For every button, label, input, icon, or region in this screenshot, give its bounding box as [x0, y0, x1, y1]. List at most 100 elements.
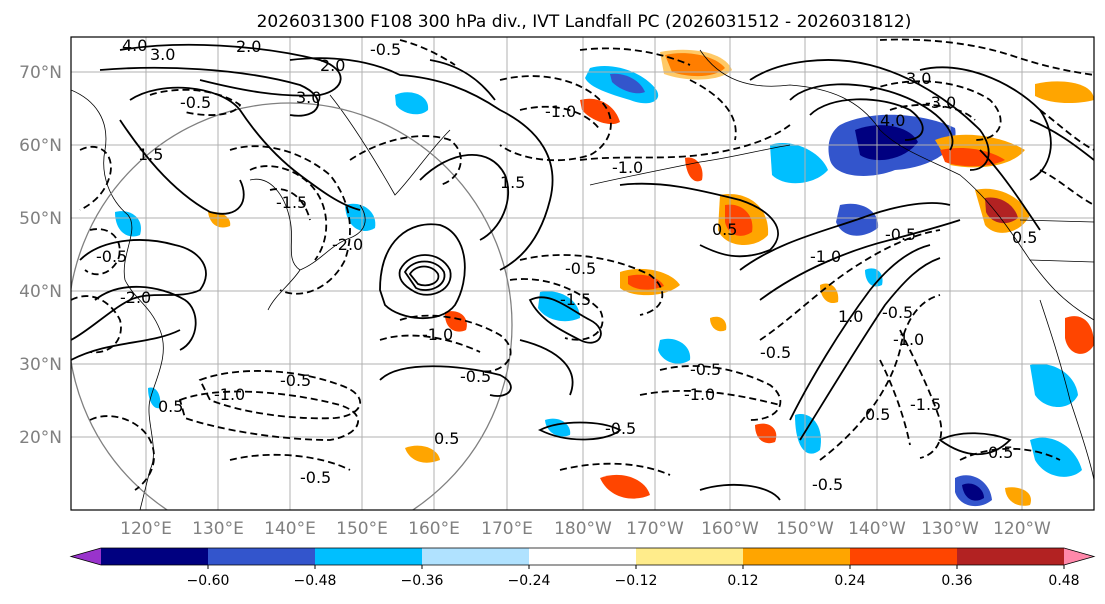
lon-label: 140°W [848, 519, 906, 539]
contour-label: 4.0 [122, 36, 147, 55]
contour-dashed [959, 447, 1061, 461]
shade-orange-16 [710, 316, 727, 332]
shade-orange-7 [444, 311, 467, 332]
colorbar-tick-label: 0.36 [941, 573, 972, 589]
lon-label: 170°W [626, 519, 684, 539]
contour-label: 3.0 [296, 88, 321, 107]
contour-dashed [269, 188, 311, 221]
contour-label: 0.5 [434, 429, 459, 448]
contour-dashed [89, 415, 155, 491]
shade-orange-11 [755, 423, 777, 444]
contour-dashed [149, 88, 242, 116]
contour-solid [99, 66, 319, 117]
contour-label: 2.0 [236, 37, 261, 56]
contour-label: -1.5 [560, 290, 591, 309]
contour-solid [379, 365, 512, 397]
colorbar-segment [529, 548, 637, 565]
lon-label: 160°E [408, 519, 460, 539]
contour-solid [528, 296, 602, 344]
colorbar-tick-label: 0.12 [727, 573, 758, 589]
lon-labels: 120°E 130°E 140°E 150°E 160°E 170°E 180°… [120, 519, 1051, 539]
shade-orange-13 [1035, 81, 1094, 104]
lon-label: 120°E [120, 519, 172, 539]
contour-label: -0.5 [96, 247, 127, 266]
contour-solid [938, 432, 1012, 456]
contour-label: -0.5 [370, 40, 401, 59]
colorbar-segment [850, 548, 958, 565]
contour-label: -1.0 [612, 158, 643, 177]
contour-dashed [579, 47, 691, 66]
contour-dashed [689, 79, 737, 141]
contour-label: -1.5 [276, 193, 307, 212]
colorbar-segment [315, 548, 423, 565]
contour-label: -1.0 [893, 330, 924, 349]
contour-dashed [889, 103, 976, 121]
lat-label: 40°N [19, 282, 62, 302]
contour-dashed [71, 295, 122, 354]
contour-solid [799, 257, 941, 441]
lon-label: 140°E [264, 519, 316, 539]
map-frame [70, 36, 1095, 511]
contour-label: 0.5 [158, 397, 183, 416]
contour-dashed [879, 359, 911, 446]
colorbar-tick-label: −0.60 [187, 573, 230, 589]
colorbar-segment [422, 548, 530, 565]
contour-dashed [399, 39, 456, 66]
map-layers: 4.0 3.0 2.0 2.0 -0.5 -0.5 3.0 1.5 -0.5 -… [71, 36, 1094, 510]
colorbar-tick-label: −0.12 [615, 573, 658, 589]
contour-label: -2.0 [332, 235, 363, 254]
shade-blue-13 [795, 414, 821, 454]
lon-label: 160°W [701, 519, 759, 539]
shade-blue-2 [395, 92, 429, 115]
shade-orange-12 [1065, 316, 1094, 354]
shade-navy-1 [610, 73, 645, 94]
contour-solid [1029, 119, 1094, 161]
contour-dashed [379, 334, 481, 353]
reference-circle [71, 102, 513, 510]
contour-solid [619, 182, 779, 258]
contour-solid [403, 260, 446, 291]
contour-label: 1.5 [138, 145, 163, 164]
contour-label: -1.0 [545, 102, 576, 121]
contour-dashed [659, 365, 782, 421]
contour-solid [408, 265, 440, 287]
contour-solid [537, 421, 622, 441]
lon-label: 130°E [192, 519, 244, 539]
contour-label: -0.5 [280, 371, 311, 390]
shade-blue-8 [115, 211, 141, 237]
contour-solid [739, 202, 951, 271]
shade-red-5 [725, 204, 753, 236]
lon-label: 150°W [776, 519, 834, 539]
shade-orange-8 [208, 211, 231, 228]
coast-alaska [699, 49, 1094, 321]
contour-solid [789, 244, 931, 421]
shade-blue-14 [148, 387, 161, 409]
contour-solid [919, 66, 1052, 181]
contour-dashed [559, 462, 671, 476]
contour-dashed [519, 254, 664, 316]
colorbar-extend-low [71, 548, 101, 565]
contour-solid [289, 57, 554, 271]
colorbar-segment [101, 548, 209, 565]
shade-blue-15 [865, 268, 883, 287]
contour-solid [398, 254, 452, 296]
coastlines [71, 49, 1094, 510]
contour-dashed [349, 135, 462, 186]
contour-label: -0.5 [605, 419, 636, 438]
contour-dashed [519, 105, 601, 131]
shade-blue-7 [345, 203, 376, 232]
contour-label: 0.5 [988, 443, 1013, 462]
contour-dashed [869, 80, 1002, 141]
colorbar-segment [743, 548, 851, 565]
contour-label: -1.0 [810, 247, 841, 266]
lat-label: 70°N [19, 63, 62, 83]
colorbar-tick-label: −0.48 [294, 573, 337, 589]
lon-label: 150°E [336, 519, 388, 539]
contour-label: 3.0 [906, 69, 931, 88]
contour-label: -0.5 [882, 303, 913, 322]
colorbar: −0.60 −0.48 −0.36 −0.24 −0.12 0.12 0.24 0.36 0.4… [69, 547, 1096, 589]
contour-dashed [499, 75, 612, 162]
contour-solid [979, 149, 1041, 231]
contour-solid [71, 329, 181, 361]
